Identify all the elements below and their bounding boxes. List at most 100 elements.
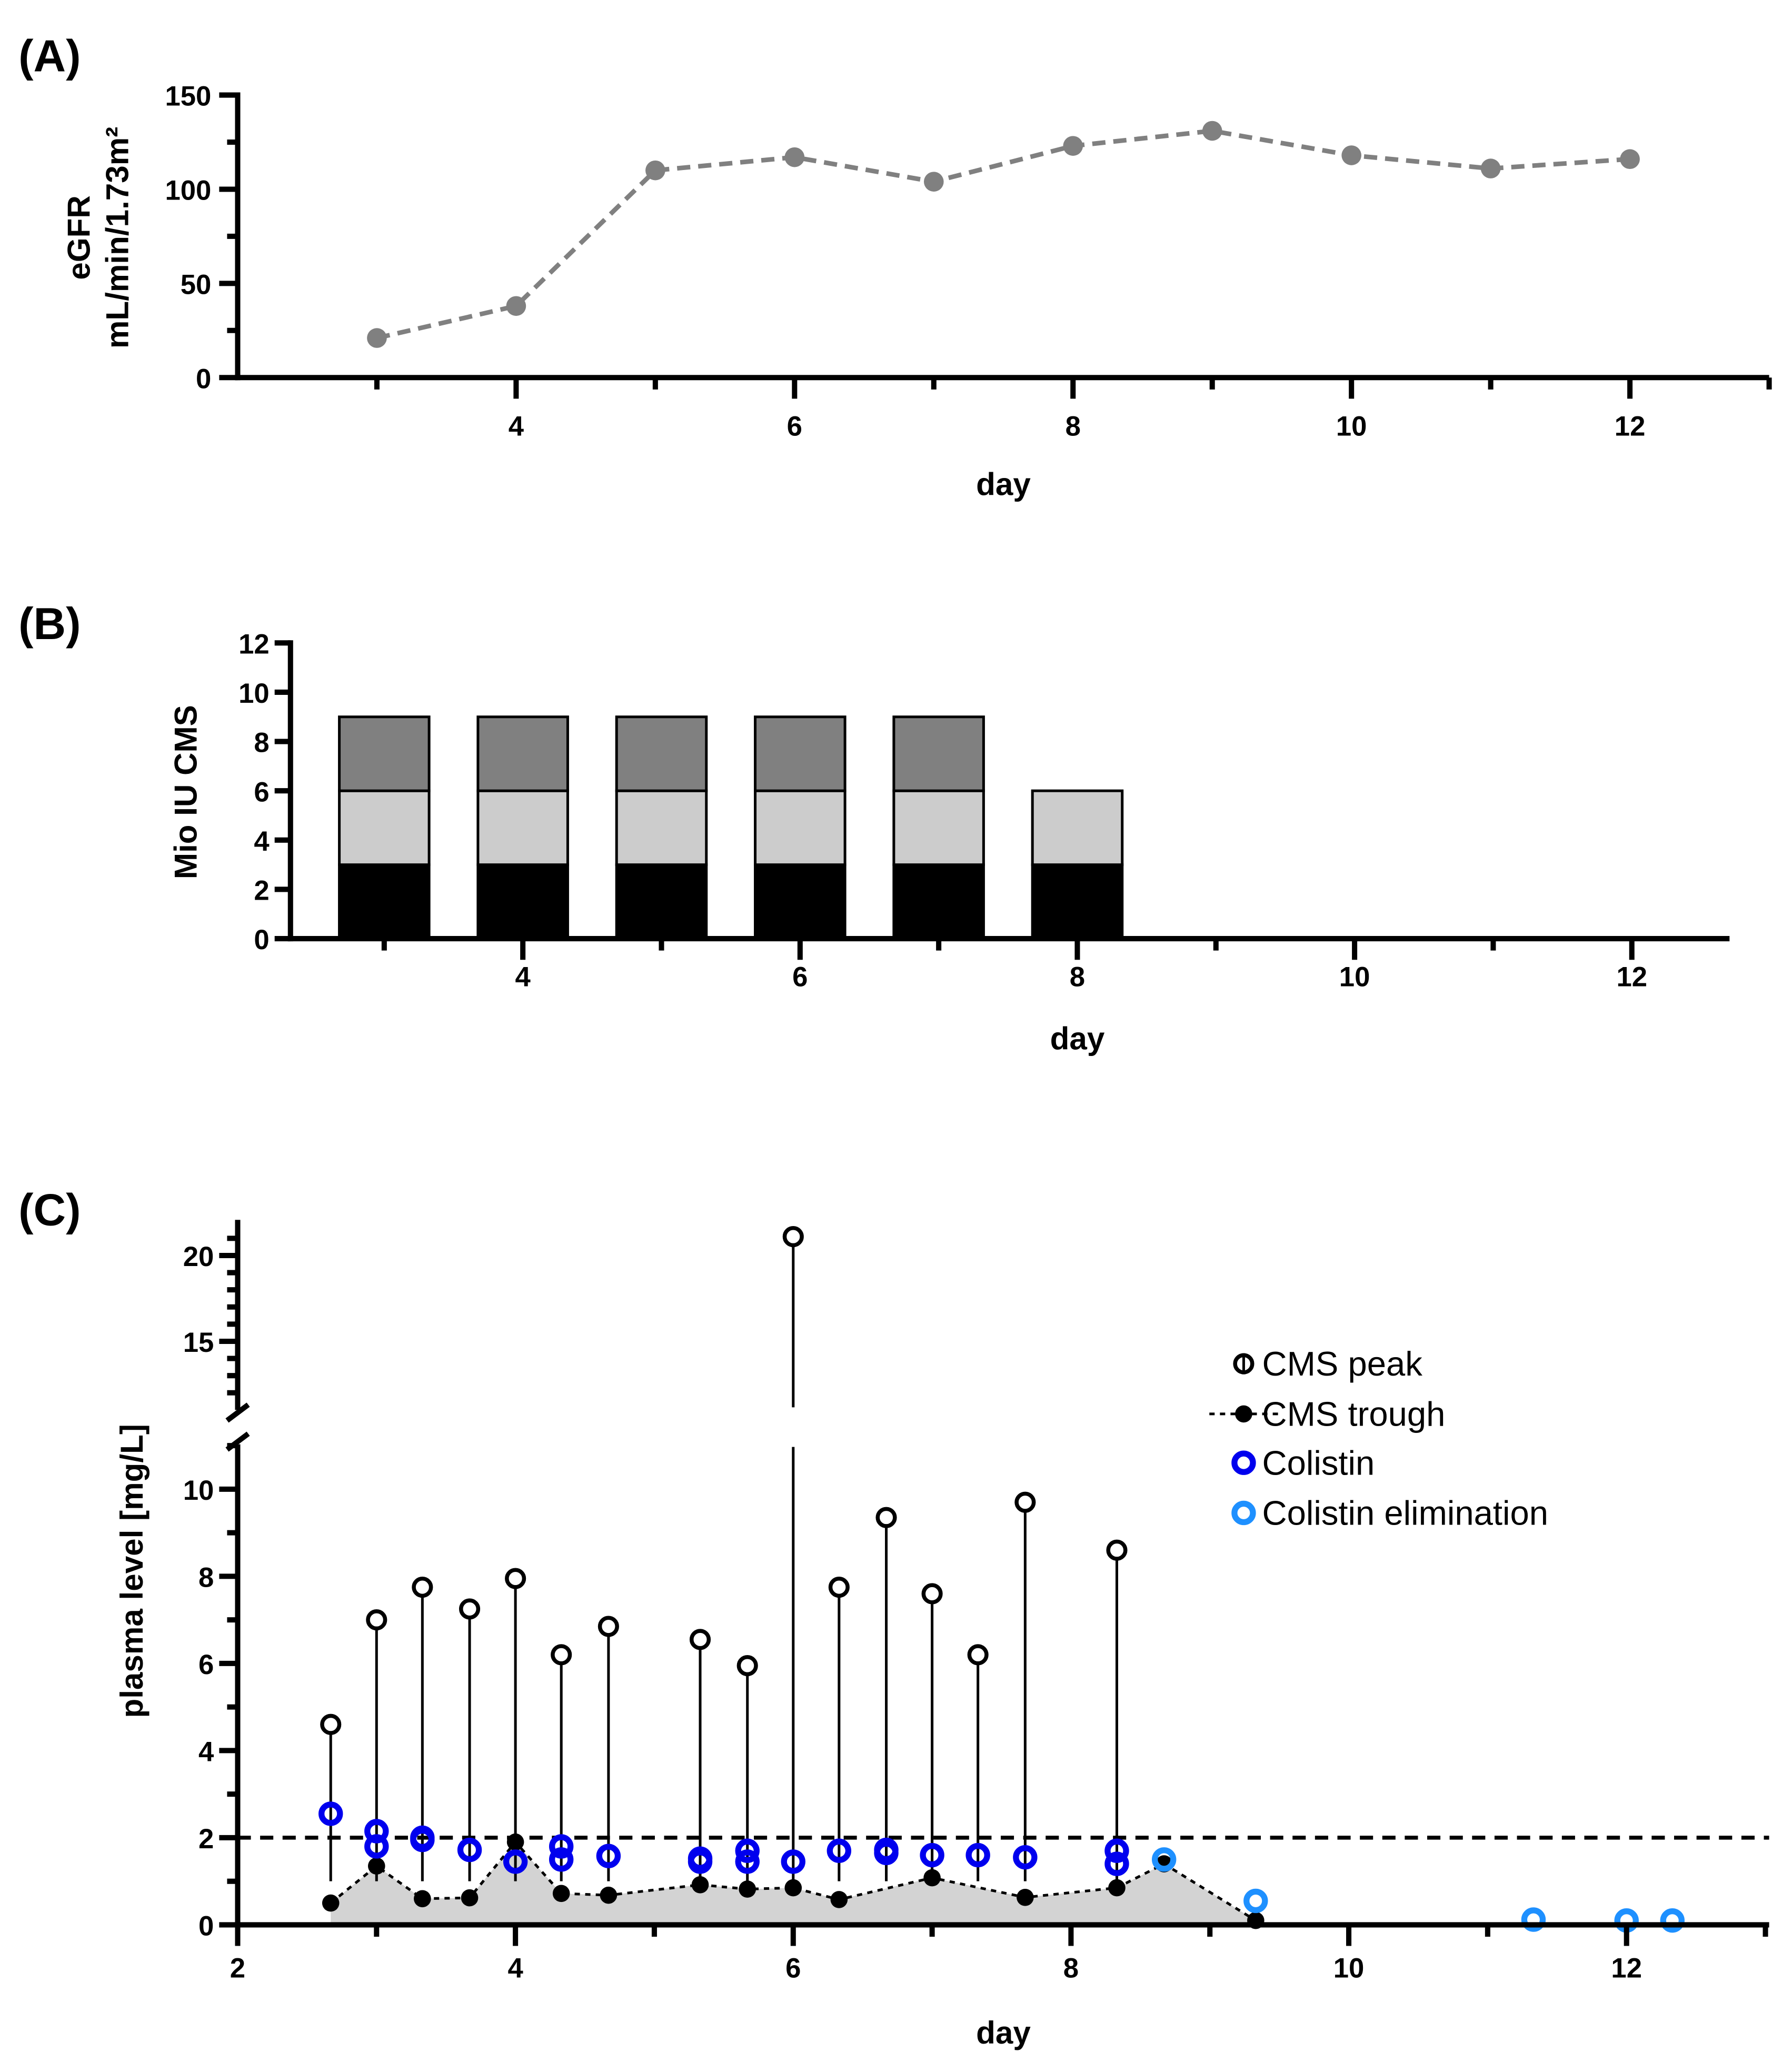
axis-break-mark bbox=[225, 1402, 250, 1423]
y-tick-label: 50 bbox=[181, 269, 212, 300]
y-tick-label: 8 bbox=[198, 1562, 214, 1593]
trough-point bbox=[739, 1880, 756, 1898]
panel-label: (B) bbox=[18, 599, 81, 649]
peak-point bbox=[412, 1576, 433, 1598]
y-tick-label: 4 bbox=[254, 826, 269, 857]
x-axis-title: day bbox=[976, 466, 1031, 502]
y-tick-label: 2 bbox=[254, 875, 269, 907]
y-axis-title-units: mL/min/1.73m² bbox=[99, 127, 135, 348]
colistin-point bbox=[827, 1838, 852, 1863]
legend-trough-icon bbox=[1235, 1405, 1252, 1423]
legend-label: Colistin bbox=[1262, 1443, 1375, 1482]
egfr-point bbox=[367, 328, 387, 348]
y-tick-label: 8 bbox=[254, 728, 269, 759]
y-axis-title: eGFR bbox=[62, 195, 97, 280]
colistin-point bbox=[364, 1834, 389, 1859]
y-tick-label: 0 bbox=[196, 363, 211, 394]
colistin-point bbox=[318, 1801, 343, 1826]
panel-label: (A) bbox=[18, 31, 81, 81]
legend-label: CMS peak bbox=[1262, 1344, 1423, 1383]
colistin-point bbox=[735, 1849, 760, 1874]
colistin-point bbox=[503, 1849, 528, 1874]
peak-point bbox=[782, 1226, 804, 1248]
y-axis-title: Mio IU CMS bbox=[168, 705, 204, 879]
x-axis-title: day bbox=[976, 2015, 1031, 2050]
x-tick-label: 4 bbox=[509, 411, 524, 442]
bar-segment bbox=[892, 715, 985, 792]
y-tick-label: 12 bbox=[238, 629, 270, 660]
colistin-point bbox=[596, 1844, 621, 1868]
panel-b: (B) 0 2 4 6 8 10 12 4 6 8 10 12 day Mio IU CMS bbox=[18, 599, 1730, 1057]
colistin-point bbox=[688, 1846, 713, 1871]
colistin-point bbox=[1104, 1838, 1129, 1863]
peak-point bbox=[689, 1629, 711, 1650]
bar-segment bbox=[615, 715, 708, 792]
colistin-point bbox=[457, 1837, 482, 1862]
x-tick-label: 12 bbox=[1616, 961, 1647, 992]
egfr-line bbox=[376, 128, 1630, 341]
x-tick-label: 12 bbox=[1615, 411, 1646, 442]
y-tick-label: 10 bbox=[183, 1475, 214, 1506]
y-tick-label: 6 bbox=[254, 776, 269, 808]
trough-point bbox=[322, 1894, 340, 1912]
egfr-point bbox=[923, 172, 944, 192]
bar-segment bbox=[1031, 789, 1124, 866]
x-axis-title: day bbox=[1050, 1021, 1105, 1057]
x-tick-label: 10 bbox=[1336, 411, 1367, 442]
bar-segment bbox=[338, 789, 431, 866]
peak-point bbox=[921, 1583, 943, 1605]
peak-point bbox=[366, 1609, 387, 1631]
peak-point bbox=[828, 1576, 850, 1598]
trough-point bbox=[923, 1869, 941, 1887]
colistin-point bbox=[781, 1849, 805, 1874]
x-tick-label: 6 bbox=[785, 1953, 801, 1984]
legend-colistin-icon bbox=[1231, 1450, 1256, 1475]
y-tick-label: 10 bbox=[238, 678, 270, 709]
bar-segment bbox=[338, 715, 431, 792]
peak-point bbox=[1106, 1539, 1128, 1561]
bar-segment bbox=[1031, 863, 1124, 940]
egfr-point bbox=[1202, 121, 1222, 141]
y-tick-label: 20 bbox=[183, 1241, 214, 1272]
peak-point bbox=[505, 1568, 526, 1589]
colistin-point bbox=[549, 1834, 574, 1859]
legend-elimination-icon bbox=[1231, 1500, 1256, 1526]
colistin-point bbox=[1104, 1851, 1129, 1876]
colistin-elimination-point bbox=[1243, 1888, 1268, 1914]
x-tick-label: 6 bbox=[787, 411, 802, 442]
y-tick-label: 15 bbox=[183, 1327, 214, 1358]
x-tick-label: 8 bbox=[1066, 411, 1081, 442]
colistin-point bbox=[920, 1842, 944, 1868]
bar-segment bbox=[892, 789, 985, 866]
trough-point bbox=[552, 1885, 570, 1902]
peak-point bbox=[1014, 1491, 1036, 1513]
x-tick-label: 8 bbox=[1070, 961, 1085, 992]
trough-point bbox=[1108, 1879, 1126, 1897]
colistin-point bbox=[364, 1819, 389, 1844]
trough-point bbox=[784, 1879, 802, 1897]
colistin-point bbox=[549, 1847, 574, 1872]
egfr-point bbox=[1480, 158, 1501, 178]
x-tick-label: 12 bbox=[1611, 1953, 1642, 1984]
trough-point bbox=[600, 1886, 618, 1904]
trough-point bbox=[830, 1891, 848, 1908]
trough-point bbox=[461, 1889, 479, 1907]
colistin-point bbox=[1013, 1845, 1038, 1870]
colistin-elimination-point bbox=[1151, 1847, 1177, 1872]
bar-segment bbox=[615, 863, 708, 940]
peak-point bbox=[320, 1714, 342, 1735]
y-tick-label: 0 bbox=[254, 924, 269, 955]
y-tick-label: 6 bbox=[198, 1649, 214, 1680]
bar-segment bbox=[892, 863, 985, 940]
x-tick-label: 4 bbox=[507, 1953, 523, 1984]
x-tick-label: 4 bbox=[515, 961, 531, 992]
bar-segment bbox=[338, 863, 431, 940]
bar-segment bbox=[754, 863, 847, 940]
egfr-point bbox=[506, 296, 526, 316]
trough-point bbox=[414, 1890, 431, 1908]
trough-point bbox=[691, 1876, 709, 1894]
y-tick-label: 150 bbox=[165, 81, 211, 112]
bar-segment bbox=[754, 789, 847, 866]
egfr-point bbox=[1341, 145, 1361, 165]
